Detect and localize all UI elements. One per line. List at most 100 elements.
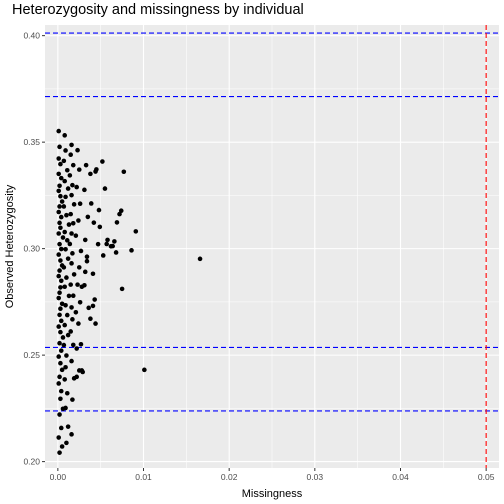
data-point [64,353,69,358]
data-points [56,128,203,455]
data-point [62,229,68,235]
data-point [91,220,97,225]
data-point [68,152,73,158]
data-point [105,237,110,243]
data-point [73,310,79,315]
data-point [58,396,63,402]
data-point [64,440,69,446]
x-axis: 0.00 0.01 0.02 0.03 0.04 0.05 [50,468,495,482]
data-point [69,358,74,364]
data-point [79,368,85,373]
data-point [70,182,75,188]
data-point [77,300,83,305]
data-point [64,212,69,218]
data-point [96,207,102,213]
data-point [74,374,79,380]
data-point [63,148,68,153]
data-point [61,342,67,348]
data-point [60,335,66,340]
data-point [86,305,91,311]
data-point [56,295,62,301]
data-point [93,321,98,326]
data-point [62,284,68,290]
data-point [58,360,63,366]
data-point [63,405,68,411]
data-point [90,303,96,309]
data-point [58,175,64,181]
y-tick-label: 0.20 [23,457,40,467]
data-point [197,256,203,262]
data-point [70,162,76,168]
data-point [63,194,68,200]
data-point [57,183,62,189]
data-point [57,220,62,226]
data-point [67,173,73,178]
x-axis-title: Missingness [242,488,303,500]
data-point [58,214,64,220]
data-point [76,218,81,223]
data-point [64,275,69,280]
data-point [102,186,108,191]
data-point [90,271,96,277]
data-point [121,169,127,175]
data-point [75,147,80,153]
data-point [69,261,74,266]
data-point [61,158,67,164]
data-point [114,220,120,225]
data-point [56,188,62,194]
data-point [78,341,84,347]
chart-title: Heterozygosity and missingness by indivi… [12,2,304,18]
data-point [57,374,62,380]
data-point [110,243,115,249]
data-point [73,233,79,238]
data-point [58,193,63,199]
data-point [70,397,75,402]
data-point [69,432,74,437]
data-point [58,161,63,167]
data-point [117,211,122,217]
data-point [56,171,62,177]
data-point [56,435,62,440]
data-point [59,367,65,373]
data-point [57,290,62,296]
data-point [74,346,79,351]
data-point [88,201,94,206]
data-point [57,268,62,273]
data-point [58,318,64,324]
data-point [65,256,71,261]
data-point [74,184,79,190]
data-point [69,305,74,310]
data-point [100,159,105,164]
x-tick-label: 0.02 [221,472,238,482]
data-point [66,222,72,227]
y-axis: 0.20 0.25 0.30 0.35 0.40 [23,31,45,467]
x-tick-label: 0.01 [135,472,152,482]
data-point [69,192,74,198]
data-point [70,251,75,256]
data-point [58,348,64,353]
data-point [58,225,63,231]
y-tick-label: 0.40 [23,31,40,41]
data-point [64,167,70,173]
data-point [59,301,65,307]
x-tick-label: 0.03 [307,472,324,482]
data-point [58,425,64,431]
data-point [57,144,62,150]
data-point [62,178,68,184]
data-point [64,238,70,243]
data-point [142,367,147,373]
y-tick-label: 0.30 [23,244,40,254]
data-point [57,450,62,455]
data-point [56,324,62,329]
data-point [68,211,73,217]
data-point [119,286,125,292]
data-point [68,282,73,287]
data-point [76,321,81,326]
data-point [79,284,85,290]
data-point [97,224,103,230]
data-point [64,390,70,396]
data-point [67,241,73,247]
x-tick-label: 0.00 [50,472,67,482]
data-point [76,265,82,270]
